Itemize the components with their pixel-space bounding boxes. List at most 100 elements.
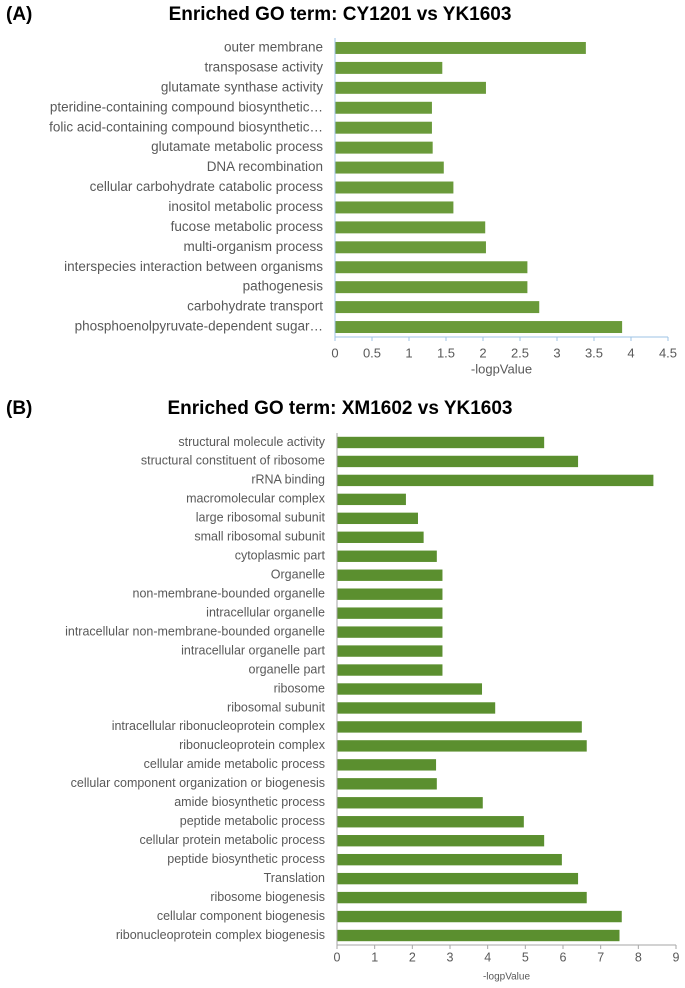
y-tick-label: rRNA binding bbox=[251, 473, 325, 487]
y-tick-label: ribosome bbox=[274, 681, 325, 695]
y-tick-label: cellular carbohydrate catabolic process bbox=[90, 179, 324, 194]
bar bbox=[337, 872, 579, 885]
y-tick-label: organelle part bbox=[249, 662, 326, 676]
bar bbox=[335, 81, 486, 94]
x-tick-label: 3.5 bbox=[585, 345, 603, 360]
bar bbox=[337, 607, 443, 619]
y-tick-label: pathogenesis bbox=[243, 279, 324, 294]
x-tick-label: 2 bbox=[479, 345, 486, 360]
bar bbox=[335, 141, 433, 154]
x-tick-label: 3 bbox=[553, 345, 560, 360]
y-tick-label: Organelle bbox=[271, 568, 325, 582]
bar bbox=[335, 301, 540, 314]
bar bbox=[337, 683, 483, 695]
y-tick-label: intracellular non-membrane-bounded organ… bbox=[65, 624, 325, 638]
y-tick-label: transposase activity bbox=[204, 59, 323, 74]
bar bbox=[335, 121, 432, 134]
bar bbox=[335, 181, 454, 194]
y-tick-label: cellular component organization or bioge… bbox=[71, 776, 325, 790]
x-tick-label: 0 bbox=[334, 950, 341, 964]
bar bbox=[335, 61, 443, 74]
y-tick-label: phosphoenolpyruvate-dependent sugar… bbox=[75, 319, 323, 334]
x-tick-label: 9 bbox=[673, 950, 680, 964]
bar bbox=[337, 740, 587, 752]
bar bbox=[335, 201, 454, 214]
bar bbox=[335, 221, 486, 234]
bar bbox=[337, 910, 622, 923]
bar bbox=[337, 929, 620, 942]
bar bbox=[337, 778, 437, 790]
x-tick-label: 2 bbox=[409, 950, 416, 964]
y-tick-label: intracellular ribonucleoprotein complex bbox=[112, 719, 326, 733]
x-tick-label: 1 bbox=[371, 950, 378, 964]
y-tick-label: amide biosynthetic process bbox=[174, 795, 325, 809]
bar bbox=[337, 853, 562, 866]
bar bbox=[337, 759, 437, 771]
x-tick-label: 7 bbox=[597, 950, 604, 964]
y-tick-label: ribosomal subunit bbox=[227, 700, 325, 714]
x-tick-label: 1.5 bbox=[437, 345, 455, 360]
y-tick-label: outer membrane bbox=[224, 40, 323, 55]
y-tick-label: fucose metabolic process bbox=[171, 219, 324, 234]
y-tick-label: peptide biosynthetic process bbox=[167, 852, 325, 866]
y-tick-label: folic acid-containing compound biosynthe… bbox=[49, 119, 323, 134]
x-tick-label: 2.5 bbox=[511, 345, 529, 360]
y-tick-label: intracellular organelle bbox=[206, 605, 325, 619]
bar bbox=[335, 261, 528, 274]
bar bbox=[337, 455, 579, 468]
x-axis-label: -logpValue bbox=[483, 972, 531, 983]
y-tick-label: non-membrane-bounded organelle bbox=[133, 586, 326, 600]
bar bbox=[337, 531, 424, 543]
bar bbox=[337, 702, 496, 714]
x-tick-label: 5 bbox=[522, 950, 529, 964]
bar bbox=[335, 161, 444, 174]
y-tick-label: cytoplasmic part bbox=[235, 549, 326, 563]
y-tick-label: ribonucleoprotein complex biogenesis bbox=[116, 928, 325, 942]
y-tick-label: large ribosomal subunit bbox=[196, 511, 326, 525]
chart-title: Enriched GO term: XM1602 vs YK1603 bbox=[168, 398, 513, 419]
bar bbox=[335, 241, 486, 254]
bar bbox=[337, 664, 443, 676]
y-tick-label: glutamate synthase activity bbox=[161, 79, 323, 94]
panel-label: (B) bbox=[6, 398, 32, 419]
y-tick-label: macromolecular complex bbox=[186, 492, 326, 506]
bar bbox=[337, 474, 654, 487]
y-tick-label: ribosome biogenesis bbox=[210, 890, 325, 904]
bar bbox=[337, 835, 545, 847]
chart-title: Enriched GO term: CY1201 vs YK1603 bbox=[169, 4, 512, 25]
y-tick-label: DNA recombination bbox=[207, 159, 323, 174]
bar bbox=[337, 626, 443, 638]
bar bbox=[337, 797, 483, 809]
bar bbox=[337, 645, 443, 657]
y-tick-label: interspecies interaction between organis… bbox=[64, 259, 323, 274]
x-tick-label: 1 bbox=[405, 345, 412, 360]
x-tick-label: 3 bbox=[447, 950, 454, 964]
bar bbox=[337, 588, 443, 600]
bar bbox=[337, 512, 418, 525]
bar bbox=[335, 321, 623, 334]
bar bbox=[337, 891, 587, 904]
y-tick-label: inositol metabolic process bbox=[168, 199, 323, 214]
y-tick-label: pteridine-containing compound biosynthet… bbox=[50, 99, 323, 114]
y-tick-label: glutamate metabolic process bbox=[151, 139, 323, 154]
bar bbox=[335, 101, 432, 114]
bar bbox=[337, 436, 545, 449]
bar bbox=[337, 569, 443, 581]
y-tick-label: cellular amide metabolic process bbox=[144, 757, 325, 771]
x-tick-label: 0 bbox=[331, 345, 338, 360]
bar bbox=[337, 816, 524, 828]
bar bbox=[335, 41, 586, 54]
x-tick-label: 4.5 bbox=[659, 345, 677, 360]
x-tick-label: 8 bbox=[635, 950, 642, 964]
x-tick-label: 6 bbox=[560, 950, 567, 964]
y-tick-label: cellular component biogenesis bbox=[157, 909, 325, 923]
y-tick-label: ribonucleoprotein complex bbox=[179, 738, 326, 752]
y-tick-label: structural constituent of ribosome bbox=[141, 454, 325, 468]
bar bbox=[335, 281, 528, 294]
x-tick-label: 4 bbox=[484, 950, 491, 964]
bar bbox=[337, 493, 406, 506]
bar bbox=[337, 550, 437, 562]
x-axis-label: -logpValue bbox=[471, 361, 532, 376]
x-tick-label: 0.5 bbox=[363, 345, 381, 360]
